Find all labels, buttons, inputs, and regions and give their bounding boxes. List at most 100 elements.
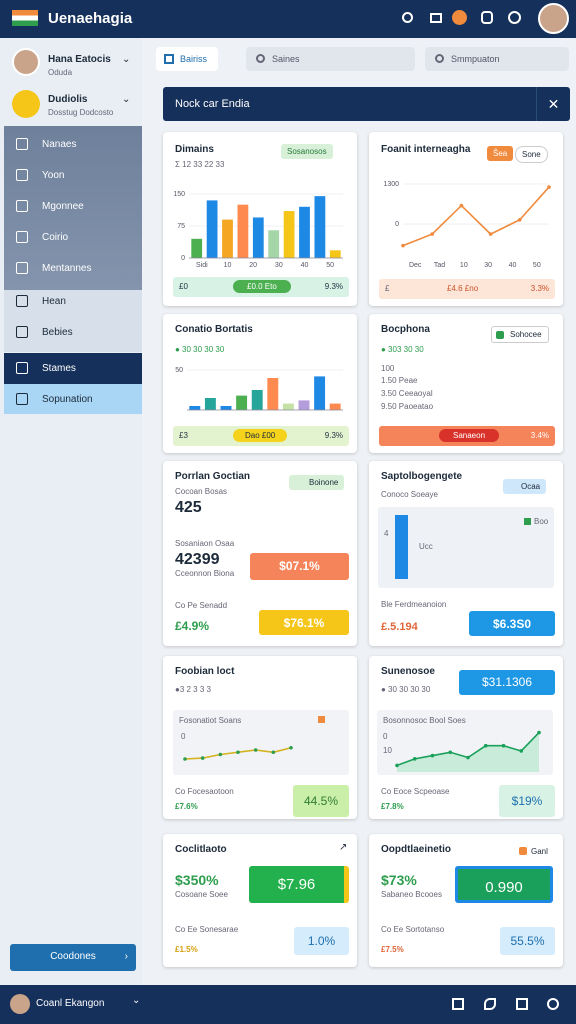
chart-panel: Bosonnosoc Bool Soes 0 10 <box>377 710 553 775</box>
menu-item[interactable]: Sopunation <box>0 384 142 415</box>
sidebar-button[interactable]: Coodones › <box>10 944 136 971</box>
menu-item[interactable]: Coirio <box>0 222 142 253</box>
line-area <box>397 732 539 772</box>
badge-icon <box>519 847 527 855</box>
logo <box>12 10 38 26</box>
card-title: Oopdtlaeinetio <box>381 844 451 855</box>
stat: £7.6% <box>175 802 198 811</box>
chevron: ⌄ <box>132 995 141 1006</box>
close-button[interactable]: ✕ <box>536 87 570 121</box>
bottom-bar: Coanl Ekangon ⌄ <box>0 985 576 1024</box>
menu-item[interactable]: Mgonnee <box>0 191 142 222</box>
icon[interactable] <box>516 998 528 1010</box>
card-subtitle: Σ 12 33 22 33 <box>175 160 225 169</box>
stat: 42399 <box>175 551 220 568</box>
stat: 425 <box>175 499 202 516</box>
point <box>459 203 464 208</box>
icon[interactable] <box>484 998 496 1010</box>
stat-button[interactable]: $76.1% <box>259 610 349 635</box>
bar <box>282 403 294 410</box>
card: Conatio Bortatis ● 30 30 30 30 50 £3 Dao… <box>163 314 357 453</box>
menu-item[interactable]: Mentannes <box>0 253 142 284</box>
menu-label: Nanaes <box>42 139 77 150</box>
menu-icon <box>16 393 28 405</box>
line <box>402 186 550 247</box>
user-icon[interactable] <box>481 11 493 24</box>
stat-button[interactable]: $31.1306 <box>459 670 555 695</box>
stat-button[interactable]: $7.96 <box>249 866 349 903</box>
menu-label: Yoon <box>42 170 65 181</box>
point <box>466 755 470 760</box>
menu-item[interactable]: Nanaes <box>0 129 142 160</box>
point <box>430 753 435 758</box>
footer-left: £ <box>385 284 390 293</box>
tab[interactable]: Bairiss <box>156 47 218 71</box>
bar <box>251 390 263 410</box>
search-box[interactable]: Saines <box>246 47 415 71</box>
x-tick-label: 40 <box>509 262 517 269</box>
icon[interactable] <box>452 998 464 1010</box>
profile-sub: Dosstug Dodcosto <box>48 108 114 117</box>
card: Dimains Σ 12 33 22 33 Sosanosos 0 75 150 Si… <box>163 132 357 306</box>
point <box>430 232 434 236</box>
menu-item[interactable]: Hean <box>0 286 142 317</box>
list-row: 3.50 Ceeaoyal <box>381 389 433 398</box>
menu-item[interactable]: Yoon <box>0 160 142 191</box>
notification-icon[interactable] <box>452 10 467 25</box>
chart <box>183 745 293 761</box>
y-tick-label: 150 <box>173 191 185 198</box>
mail-icon[interactable] <box>430 13 442 23</box>
search-icon[interactable] <box>402 12 413 23</box>
footer-pill: Sanaeon <box>439 429 500 442</box>
menu-label: Coirio <box>42 232 69 243</box>
list-row: 100 <box>381 364 395 373</box>
footer-right: 9.3% <box>324 282 343 291</box>
x-tick-label: 50 <box>533 262 541 269</box>
bar <box>237 204 249 258</box>
point <box>253 748 258 752</box>
avatar[interactable] <box>538 3 569 34</box>
arrow-icon[interactable]: ↗ <box>339 842 348 853</box>
menu-label: Hean <box>42 296 66 307</box>
search-placeholder: Saines <box>272 54 300 64</box>
label: Cceonnon Biona <box>175 569 235 578</box>
tab-label: Bairiss <box>180 54 208 64</box>
card: Foanit interneagha Ŝea Sone 0 1300 Dec Tad 1… <box>369 132 563 306</box>
axis-label: 4 <box>384 529 389 538</box>
stat-button[interactable]: $6.3S0 <box>469 611 555 636</box>
section-title: Nock car Endia <box>175 98 250 110</box>
settings-icon[interactable] <box>508 11 521 24</box>
point <box>483 743 488 748</box>
card: Foobian loct ●3 2 3 3 3 Fosonatiot Soans… <box>163 656 357 819</box>
point <box>488 232 493 236</box>
stat-button[interactable]: $07.1% <box>250 553 349 580</box>
stat: £1.5% <box>175 945 198 954</box>
profile[interactable]: Hana Eatocis Oduda ⌄ <box>0 42 142 82</box>
card-footer: £3 Dao £00 9.3% <box>173 426 349 446</box>
profile-avatar <box>12 48 40 76</box>
axis-label: 0 <box>383 732 388 741</box>
point <box>501 743 506 748</box>
bar <box>298 400 310 410</box>
bar <box>222 219 233 258</box>
icon[interactable] <box>547 998 559 1010</box>
card: Bocphona Sohocee ● 303 30 30 100 1.50 Pe… <box>369 314 563 453</box>
menu-item[interactable]: Stames <box>0 353 142 384</box>
x-tick-label: Dec <box>409 262 422 269</box>
badge: Ocaa <box>503 479 547 494</box>
badge: Ŝea <box>487 146 514 161</box>
card-title: Sunenosoe <box>381 666 435 677</box>
panel-title: Bosonnosoc Bool Soes <box>383 716 466 725</box>
avatar[interactable] <box>10 994 30 1014</box>
footer-left: £0 <box>179 282 188 291</box>
stat-button[interactable]: 0.990 <box>455 866 553 903</box>
profile[interactable]: Dudiolis Dosstug Dodcosto ⌄ <box>0 84 142 124</box>
point <box>200 756 205 760</box>
card: Coclitlaoto ↗ $350% $7.96 Cosoane Soee C… <box>163 834 357 967</box>
card-footer: £0 £0.0 Eto 9.3% <box>173 277 349 297</box>
menu-item[interactable]: Bebies <box>0 317 142 348</box>
x-tick-label: 50 <box>326 262 334 268</box>
card-title: Dimains <box>175 144 214 155</box>
search-box[interactable]: Smmpuaton <box>425 47 569 71</box>
